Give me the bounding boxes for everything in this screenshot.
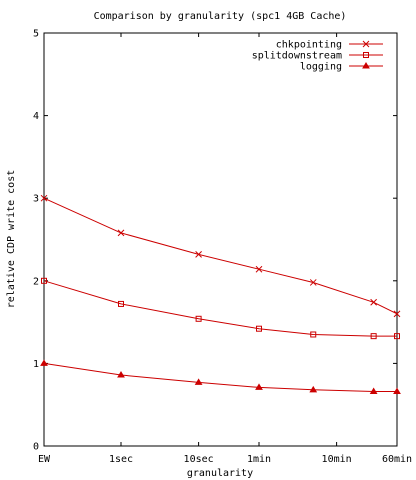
chart-title: Comparison by granularity (spc1 4GB Cach…: [94, 11, 347, 22]
legend-label: logging: [300, 62, 342, 73]
legend-marker: [362, 40, 370, 48]
y-tick-label: 2: [33, 276, 39, 287]
data-point: [41, 277, 47, 284]
data-point: [393, 387, 401, 394]
legend-label: splitdownstream: [252, 51, 342, 62]
data-point: [309, 385, 318, 393]
x-axis-label: granularity: [187, 468, 253, 479]
x-tick-label: 1sec: [109, 454, 133, 465]
x-tick-label: 60min: [382, 454, 412, 465]
data-point: [118, 300, 124, 307]
data-point: [369, 387, 378, 394]
x-axis: EW 1sec 10sec 1min 10min 60min: [38, 33, 412, 465]
data-point: [194, 378, 203, 385]
data-point: [255, 265, 263, 273]
legend-marker: [363, 52, 369, 58]
legend-marker: [362, 62, 370, 69]
data-point: [256, 325, 262, 332]
series-line: [43, 280, 397, 337]
data-point: [393, 310, 401, 318]
y-tick-label: 5: [33, 29, 39, 40]
series-chkpointing: [40, 194, 401, 318]
x-tick-label: 1min: [247, 454, 271, 465]
series-line: [43, 362, 397, 392]
data-point: [370, 333, 377, 340]
data-point: [117, 229, 125, 237]
data-point: [40, 359, 48, 366]
x-tick-label: 10sec: [184, 454, 214, 465]
y-tick-label: 0: [33, 442, 39, 453]
y-tick-label: 1: [33, 359, 39, 370]
y-axis-label: relative CDP write cost: [6, 170, 17, 308]
x-tick-label: EW: [38, 454, 51, 465]
series-splitdownstream: [41, 277, 400, 340]
data-point: [117, 370, 125, 378]
data-point: [195, 315, 202, 322]
data-point: [255, 383, 263, 390]
series-layer: [40, 194, 401, 394]
data-point: [394, 333, 400, 340]
data-point: [310, 331, 317, 338]
data-point: [195, 251, 202, 258]
series-logging: [40, 359, 401, 394]
x-tick-label: 10min: [322, 454, 352, 465]
data-point: [40, 194, 48, 202]
legend-label: chkpointing: [276, 40, 342, 51]
data-point: [309, 279, 317, 286]
y-tick-label: 4: [33, 111, 39, 122]
data-point: [370, 298, 377, 306]
y-axis: 0 1 2 3 4 5: [33, 29, 397, 453]
plot-frame: [43, 32, 398, 447]
y-tick-label: 3: [33, 194, 39, 205]
